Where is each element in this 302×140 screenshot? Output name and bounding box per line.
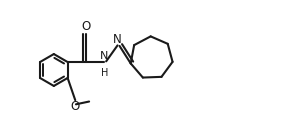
Text: O: O xyxy=(70,100,79,113)
Text: H: H xyxy=(101,68,108,78)
Text: N: N xyxy=(100,51,108,61)
Text: O: O xyxy=(81,20,90,33)
Text: N: N xyxy=(112,33,121,46)
